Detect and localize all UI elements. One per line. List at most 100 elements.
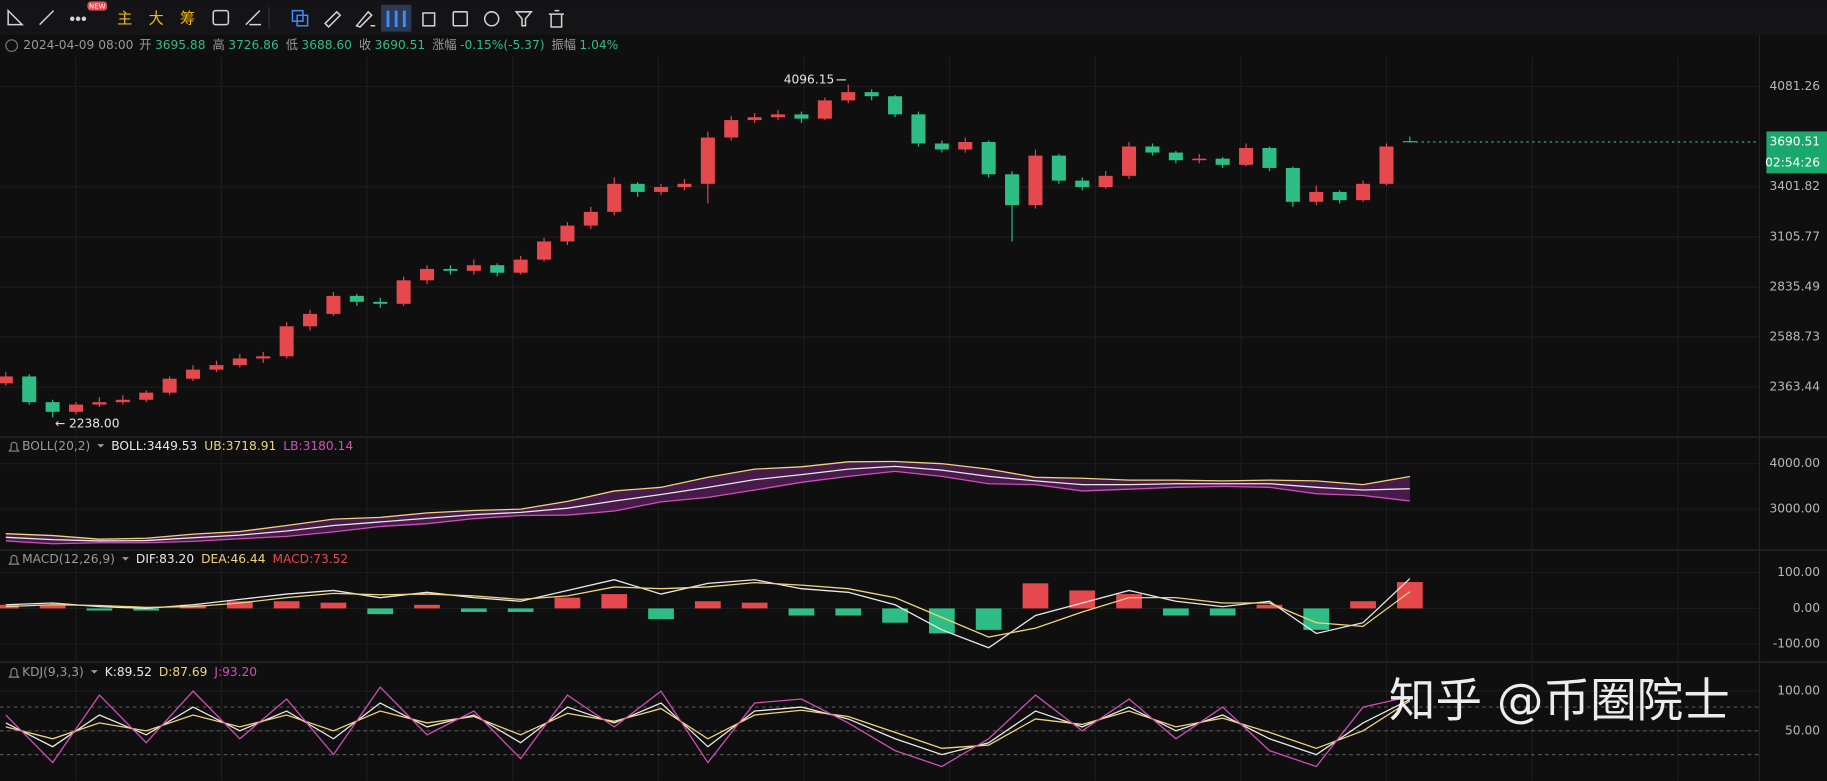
macd-bar xyxy=(1303,608,1330,630)
candle-body xyxy=(349,295,364,302)
ohlc-header: 2024-04-09 08:00 开 3695.88 高 3726.86 低 3688.60… xyxy=(23,37,618,52)
watermark: 知乎 @币圈院士 xyxy=(1389,673,1730,727)
candle-body xyxy=(1332,191,1347,201)
tool-icon[interactable] xyxy=(212,9,230,26)
candle-body xyxy=(1098,175,1113,188)
macd-bar xyxy=(1022,583,1049,609)
candle-body xyxy=(1192,158,1207,161)
countdown-label: 02:54:26 xyxy=(1765,155,1820,169)
y-tick-label: 100.00 xyxy=(1777,684,1820,698)
candle-body xyxy=(607,183,622,212)
last-price-label: 3690.51 xyxy=(1769,134,1820,148)
tool-icon[interactable] xyxy=(422,12,436,27)
header-text: 振幅 xyxy=(551,37,575,52)
tool-button[interactable]: 大 xyxy=(149,9,164,27)
tool-icon[interactable] xyxy=(324,10,342,29)
macd-bar xyxy=(367,608,394,615)
macd-bar xyxy=(975,608,1002,630)
header-text: 1.04% xyxy=(579,38,618,52)
indicator-readout: DIF:83.20 xyxy=(136,552,194,566)
annotation-arrow: ← xyxy=(55,417,65,431)
indicator-readout: UB:3718.91 xyxy=(204,439,276,453)
y-tick-label: 2835.49 xyxy=(1769,279,1820,293)
tool-icon[interactable] xyxy=(245,10,261,26)
candle-body xyxy=(841,92,856,101)
candle-body xyxy=(958,142,973,150)
tool-icon[interactable] xyxy=(514,11,533,27)
tool-icon[interactable] xyxy=(296,14,309,27)
last-price-box xyxy=(1766,131,1827,174)
indicator-readout: K:89.52 xyxy=(105,665,152,679)
collapse-icon[interactable] xyxy=(5,39,19,53)
macd-bar xyxy=(694,601,721,609)
candle-body xyxy=(1379,146,1394,184)
macd-bar xyxy=(1350,601,1376,609)
bell-icon xyxy=(8,667,20,678)
dropdown-caret[interactable] xyxy=(90,670,98,674)
macd-bar xyxy=(1256,604,1283,609)
macd-bar xyxy=(133,608,160,611)
dropdown-caret[interactable] xyxy=(121,557,129,561)
candle-body xyxy=(747,117,762,121)
tool-icon[interactable] xyxy=(452,11,468,27)
y-tick-label: 3105.77 xyxy=(1769,229,1820,243)
indicator-readout: DEA:46.44 xyxy=(201,552,266,566)
tool-icon[interactable] xyxy=(483,11,500,27)
y-tick-label: -100.00 xyxy=(1773,637,1820,651)
indicator-line xyxy=(5,700,1411,750)
candle-body xyxy=(1122,146,1137,176)
candle-body xyxy=(1168,152,1183,161)
candle-body xyxy=(232,358,247,366)
candle-body xyxy=(583,211,598,226)
candle-body xyxy=(1239,148,1254,165)
macd-bar xyxy=(507,608,534,612)
indicator-line xyxy=(5,581,1411,638)
candle-body xyxy=(888,96,903,115)
y-tick-label: 2588.73 xyxy=(1769,330,1820,344)
candle-body xyxy=(69,404,84,412)
candle-body xyxy=(677,183,692,188)
macd-bar xyxy=(1116,594,1142,609)
candle-body xyxy=(1145,146,1160,153)
header-text: 3690.51 xyxy=(375,38,426,52)
annotation-label: 4096.15 xyxy=(784,72,835,86)
macd-bar xyxy=(86,608,113,611)
candle-body xyxy=(654,187,669,192)
indicator-line xyxy=(5,465,1410,542)
candle-body xyxy=(162,378,177,393)
candle-body xyxy=(911,114,926,144)
candle-body xyxy=(443,268,458,271)
macd-bar xyxy=(1069,590,1096,609)
tool-icon[interactable] xyxy=(69,16,87,22)
y-tick-label: 100.00 xyxy=(1777,565,1820,579)
tool-icon[interactable] xyxy=(548,9,564,28)
indicator-readout: D:87.69 xyxy=(159,665,208,679)
candle-body xyxy=(934,143,949,150)
candle-body xyxy=(256,356,271,359)
macd-bar xyxy=(414,604,440,609)
indicator-readout: BOLL:3449.53 xyxy=(111,439,197,453)
macd-bar xyxy=(226,601,253,609)
tool-button[interactable]: 筹 xyxy=(180,9,195,27)
tool-button[interactable]: 主 xyxy=(117,9,132,27)
candle-body xyxy=(1051,155,1066,181)
candle-body xyxy=(700,137,715,184)
tool-icon[interactable] xyxy=(7,8,24,26)
bell-icon xyxy=(8,554,20,565)
candle-body xyxy=(1309,191,1324,202)
tool-icon[interactable] xyxy=(355,10,376,28)
macd-bar xyxy=(835,608,862,616)
macd-bar xyxy=(741,602,768,609)
badge-bg xyxy=(87,1,108,11)
macd-bar xyxy=(39,604,66,609)
header-text: 3695.88 xyxy=(155,38,206,52)
dropdown-caret[interactable] xyxy=(97,444,105,448)
candle-body xyxy=(326,295,341,314)
candle-body xyxy=(794,114,809,119)
candle-body xyxy=(420,268,435,281)
candle-body xyxy=(209,365,224,370)
tool-icon[interactable] xyxy=(39,10,55,26)
indicator-readout: LB:3180.14 xyxy=(283,439,353,453)
plot-area: 2363.44 2588.73 2835.49 3105.77 3401.82 4081.… xyxy=(0,35,1827,781)
bell-icon xyxy=(8,441,20,452)
